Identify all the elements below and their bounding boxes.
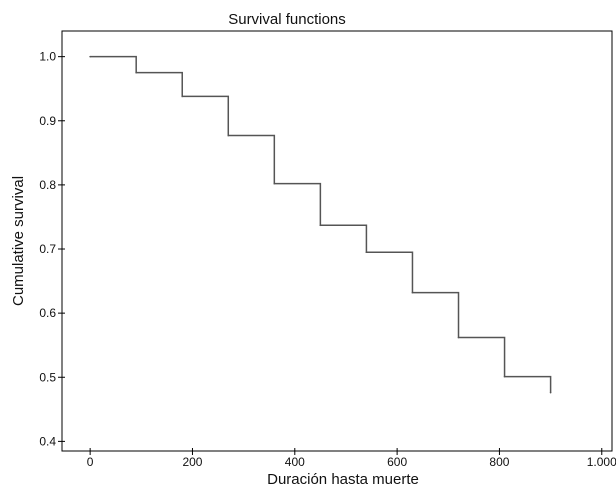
survival-step-point <box>411 291 414 294</box>
chart-title: Survival functions <box>228 11 346 28</box>
y-tick-label: 1.0 <box>39 50 56 64</box>
survival-step-point <box>319 224 322 227</box>
x-tick-label: 200 <box>182 455 202 469</box>
survival-step-point <box>89 55 91 58</box>
x-tick-label: 0 <box>87 455 94 469</box>
plot-frame <box>61 30 613 452</box>
x-tick-label: 800 <box>489 455 509 469</box>
x-tick-label: 400 <box>285 455 305 469</box>
y-tick-label: 0.8 <box>39 178 56 192</box>
y-tick-label: 0.9 <box>39 114 56 128</box>
survival-step-point <box>181 95 184 98</box>
x-tick-label: 1.000 <box>587 455 616 469</box>
survival-step-point <box>273 182 276 185</box>
survival-step-point <box>227 134 230 137</box>
survival-step-point <box>549 391 552 394</box>
y-tick-label: 0.4 <box>39 434 56 448</box>
survival-step-point <box>365 251 368 254</box>
y-tick-label: 0.6 <box>39 306 56 320</box>
x-axis: 0 200 400 600 800 1.000 <box>87 448 616 469</box>
y-tick-label: 0.5 <box>39 370 56 384</box>
x-axis-label: Duración hasta muerte <box>267 471 419 488</box>
series-layer <box>89 55 552 394</box>
survival-step-point <box>503 375 506 378</box>
x-tick-label: 600 <box>387 455 407 469</box>
survival-step-point <box>457 336 460 339</box>
y-tick-label: 0.7 <box>39 242 56 256</box>
y-axis-label: Cumulative survival <box>10 176 27 306</box>
survival-step-point <box>135 71 137 74</box>
y-axis: 0.4 0.5 0.6 0.7 0.8 0.9 1.0 <box>39 50 65 448</box>
